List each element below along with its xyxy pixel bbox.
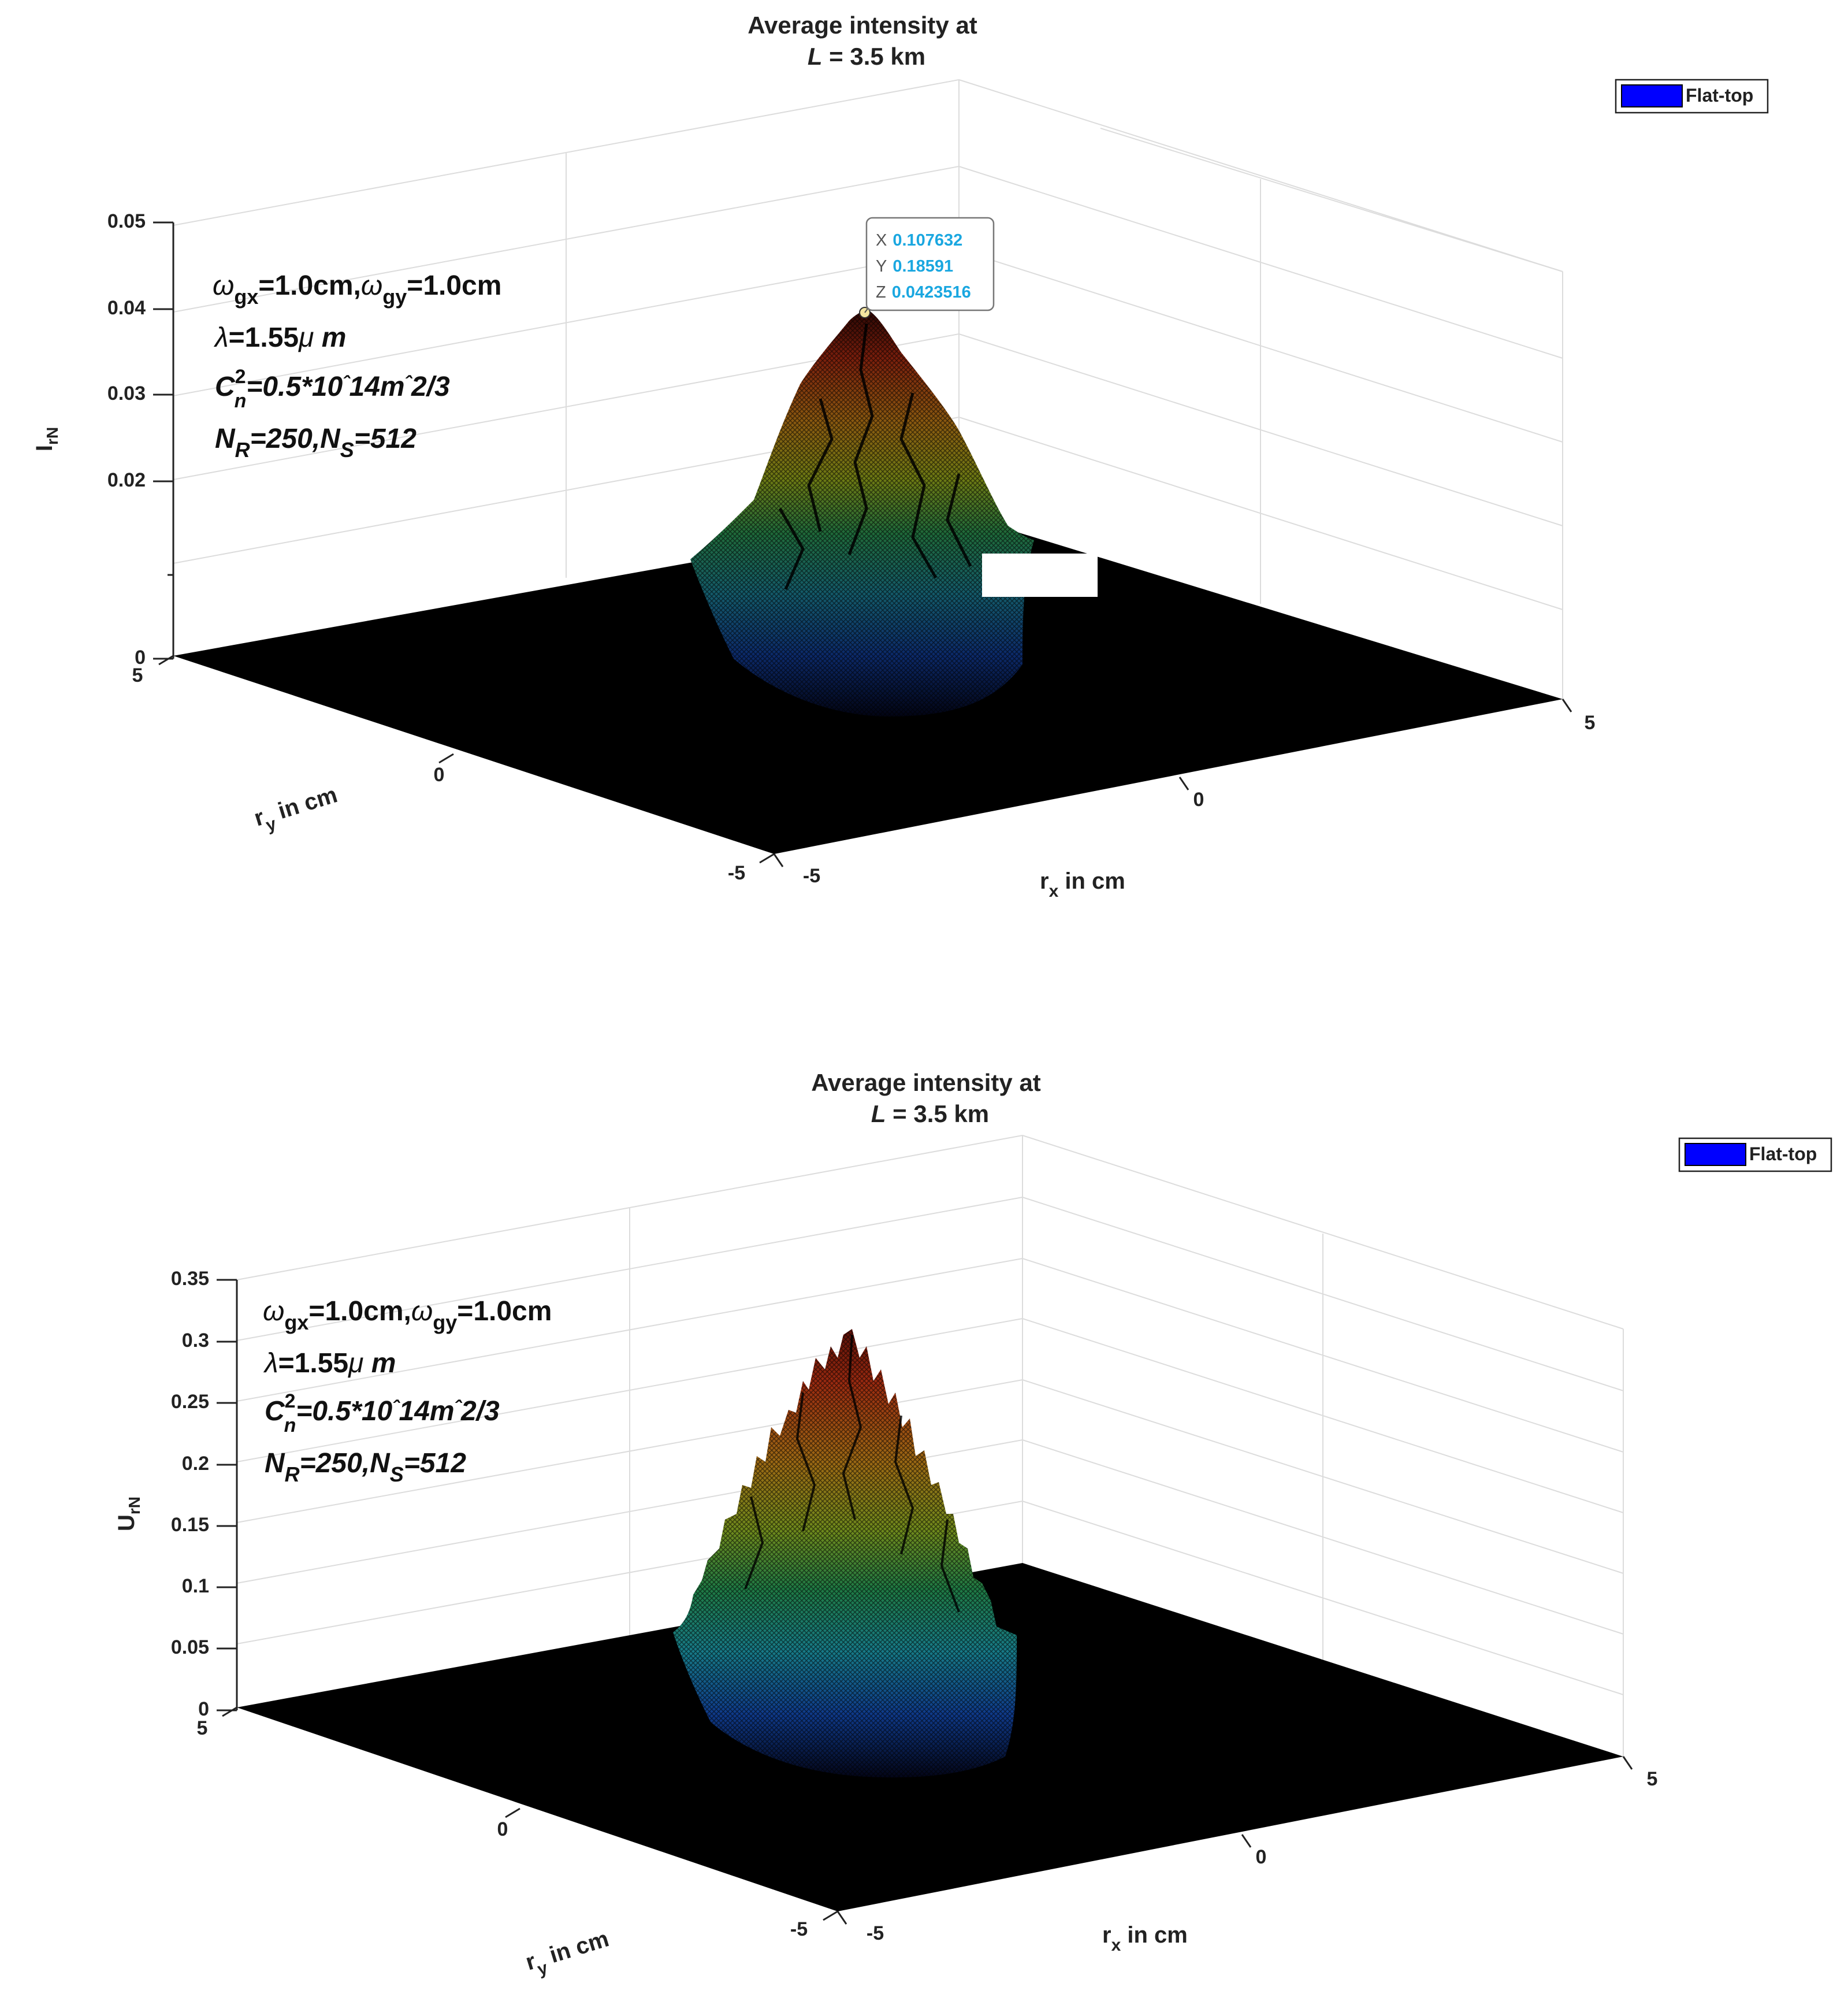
y-tick-label: -5 <box>790 1918 808 1940</box>
blank-patch <box>982 554 1098 597</box>
z-tick-label: 0 <box>135 647 146 669</box>
legend-label: Flat-top <box>1749 1143 1817 1164</box>
surface-ridges <box>744 1334 960 1613</box>
floor-axes <box>222 1706 1633 1925</box>
z-tick-label: 0.25 <box>171 1391 209 1413</box>
z-axis: 0 0.05 0.1 0.15 0.2 0.25 0.3 0.35 UrN <box>114 1268 238 1720</box>
svg-text:NR=250,NS=512: NR=250,NS=512 <box>215 424 417 462</box>
z-axis-label: UrN <box>114 1497 143 1531</box>
svg-text:ωgx=1.0cm,ωgy=1.0cm: ωgx=1.0cm,ωgy=1.0cm <box>263 1296 552 1334</box>
z-tick-label: 0.35 <box>171 1268 209 1290</box>
svg-text:λ=1.55μ m: λ=1.55μ m <box>263 1348 396 1379</box>
parameter-annotation: ωgx=1.0cm,ωgy=1.0cm λ=1.55μ m C2 n=0.5*10… <box>213 270 501 462</box>
chart-bottom: 0 0.05 0.1 0.15 0.2 0.25 0.3 0.35 UrN 5 … <box>0 1057 1848 2002</box>
z-tick-label: 0.2 <box>182 1453 209 1475</box>
blank-patch <box>87 552 168 586</box>
z-tick-label: 0.15 <box>171 1514 209 1536</box>
legend-swatch <box>1685 1143 1746 1166</box>
z-tick-label: 0.02 <box>107 469 146 491</box>
y-tick-label: 0 <box>434 764 445 786</box>
surface-mesh <box>673 1329 1017 1778</box>
legend-swatch <box>1621 84 1683 107</box>
x-tick-label: -5 <box>867 1922 884 1944</box>
z-tick-label: 0.05 <box>171 1636 209 1658</box>
x-axis-label: rx in cm <box>1040 868 1125 901</box>
z-axis-label: IrN <box>32 427 61 451</box>
svg-text:ωgx=1.0cm,ωgy=1.0cm: ωgx=1.0cm,ωgy=1.0cm <box>213 270 501 309</box>
y-tick-label: -5 <box>728 862 745 884</box>
y-axis-label: ry in cm <box>251 782 343 838</box>
z-tick-label: 0.03 <box>107 383 146 404</box>
x-tick-label: 5 <box>1647 1768 1658 1790</box>
svg-text:NR=250,NS=512: NR=250,NS=512 <box>265 1448 466 1486</box>
z-tick-label: 0.1 <box>182 1575 209 1597</box>
datatip[interactable]: X 0.107632 Y 0.18591 Z 0.0423516 <box>859 217 995 318</box>
y-tick-label: 0 <box>497 1818 508 1840</box>
z-tick-label: 0.3 <box>182 1330 209 1351</box>
svg-text:Z0.0423516: Z 0.0423516 <box>876 283 971 302</box>
x-tick-label: -5 <box>803 865 820 887</box>
x-tick-label: 0 <box>1256 1846 1267 1868</box>
chart-title-line2: L = 3.5 km <box>871 1100 989 1127</box>
legend[interactable]: Flat-top <box>1678 1137 1832 1172</box>
z-tick-label: 0 <box>198 1698 209 1720</box>
y-axis-label: ry in cm <box>523 1926 614 1982</box>
svg-text:C2n=0.5*10ˆ14mˆ2/3: C2 n=0.5*10ˆ14mˆ2/3 <box>215 366 450 412</box>
z-tick-label: 0.05 <box>107 210 146 232</box>
svg-text:C2n=0.5*10ˆ14mˆ2/3: C2 n=0.5*10ˆ14mˆ2/3 <box>265 1390 500 1436</box>
legend-label: Flat-top <box>1686 85 1753 106</box>
floor-axes <box>158 655 1572 867</box>
chart-top-svg: 0 0.02 0.03 0.04 0.05 IrN 5 0 -5 -5 0 5 … <box>32 12 1769 901</box>
svg-text:λ=1.55μ m: λ=1.55μ m <box>213 322 346 353</box>
z-axis: 0 0.02 0.03 0.04 0.05 IrN <box>32 210 174 669</box>
svg-text:Y0.18591: Y 0.18591 <box>876 257 953 276</box>
x-axis-label: rx in cm <box>1102 1922 1188 1955</box>
x-tick-label: 0 <box>1193 789 1204 811</box>
chart-title: Average intensity at <box>811 1069 1041 1096</box>
surface-mesh <box>690 309 1034 716</box>
legend[interactable]: Flat-top <box>1615 79 1769 114</box>
chart-title-line2: L = 3.5 km <box>808 43 925 70</box>
y-tick-label: 5 <box>197 1717 208 1739</box>
svg-text:X0.107632: X 0.107632 <box>876 231 962 250</box>
chart-title: Average intensity at <box>748 12 977 39</box>
chart-top: 0 0.02 0.03 0.04 0.05 IrN 5 0 -5 -5 0 5 … <box>0 0 1848 976</box>
y-tick-label: 5 <box>132 664 143 686</box>
z-tick-label: 0.04 <box>107 297 146 319</box>
surface-cracks <box>778 323 972 590</box>
chart-bottom-svg: 0 0.05 0.1 0.15 0.2 0.25 0.3 0.35 UrN 5 … <box>114 1069 1832 1982</box>
back-wall-grid <box>173 79 1563 699</box>
x-tick-label: 5 <box>1585 712 1596 734</box>
parameter-annotation: ωgx=1.0cm,ωgy=1.0cm λ=1.55μ m C2 n=0.5*10… <box>263 1296 552 1486</box>
